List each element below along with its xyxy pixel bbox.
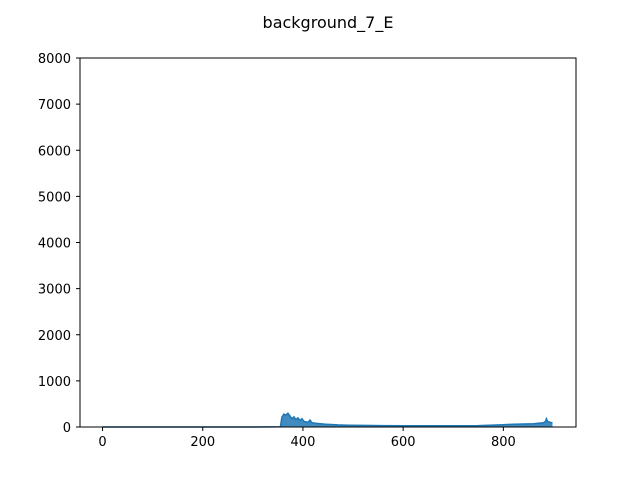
y-tick-label: 6000 [38, 144, 71, 159]
series-area [102, 413, 553, 427]
y-tick-label: 4000 [38, 237, 71, 252]
plot-area [102, 412, 553, 428]
y-tick-label: 2000 [38, 329, 71, 344]
y-tick-label: 5000 [38, 190, 71, 205]
plot-frame [79, 57, 577, 428]
axes: 0 200 400 600 800010002000300040005000600070… [38, 52, 516, 450]
y-tick-label: 0 [63, 421, 71, 436]
x-tick-label: 800 [491, 435, 516, 450]
y-tick-label: 3000 [38, 283, 71, 298]
x-tick-label: 400 [291, 435, 316, 450]
y-tick-label: 8000 [38, 52, 71, 67]
chart-title: background_7_E [263, 13, 394, 33]
x-tick-label: 600 [391, 435, 416, 450]
y-tick-label: 1000 [38, 375, 71, 390]
x-tick-label: 200 [190, 435, 215, 450]
y-tick-label: 7000 [38, 98, 71, 113]
x-tick-label: 0 [98, 435, 106, 450]
series-line [102, 412, 553, 428]
